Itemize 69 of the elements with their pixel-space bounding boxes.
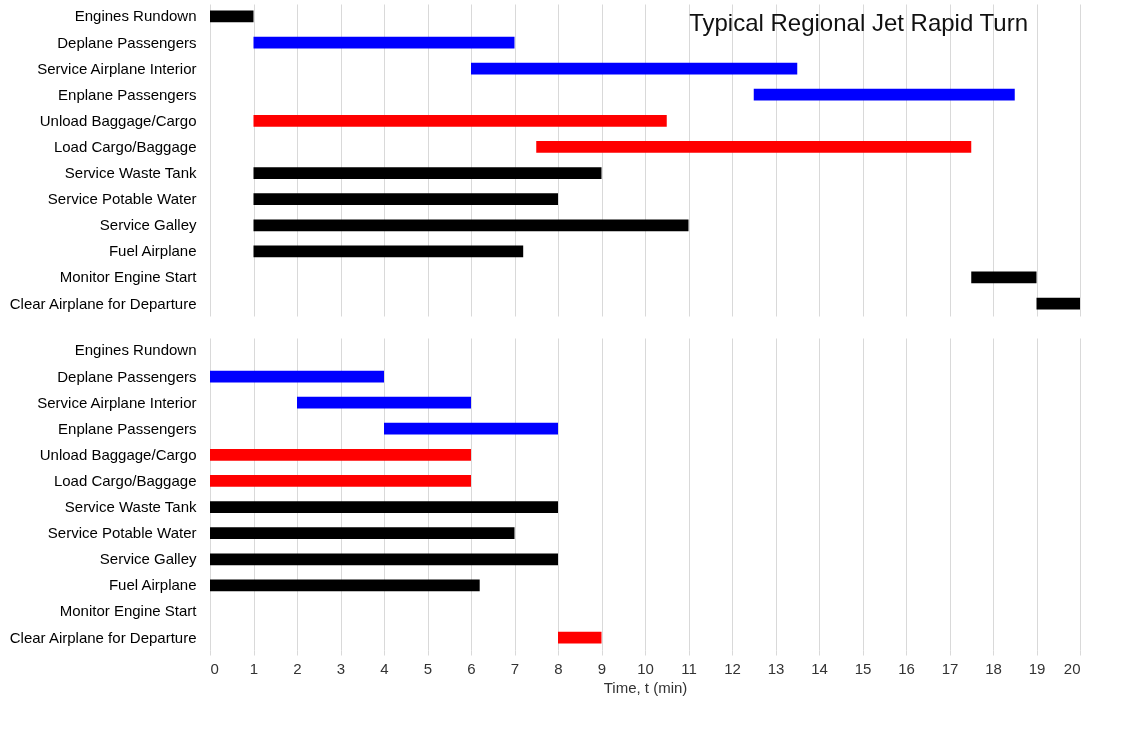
x-tick-label: 10 bbox=[637, 659, 654, 677]
x-tick-label: 5 bbox=[423, 659, 433, 677]
y-tick-label: Load Cargo/Baggage bbox=[53, 137, 197, 155]
y-tick-label: Clear Airplane for Departure bbox=[9, 294, 197, 312]
x-tick-label: 12 bbox=[724, 659, 741, 677]
x-tick-label: 8 bbox=[554, 659, 563, 677]
bar bbox=[253, 167, 602, 179]
y-tick-label: Enplane Passengers bbox=[58, 419, 197, 437]
bar bbox=[210, 370, 384, 383]
bar bbox=[210, 10, 254, 23]
x-tick-label: 3 bbox=[336, 659, 346, 677]
bar bbox=[210, 579, 480, 592]
bar bbox=[253, 36, 515, 49]
bar bbox=[1036, 297, 1080, 310]
y-tick-label: Service Galley bbox=[99, 216, 197, 234]
bar bbox=[384, 422, 558, 435]
x-tick-label: 2 bbox=[293, 659, 302, 677]
chart-title: Typical Regional Jet Rapid Turn bbox=[689, 9, 1028, 36]
y-tick-label: Deplane Passengers bbox=[57, 367, 197, 385]
bar bbox=[210, 475, 471, 487]
y-tick-label: Service Potable Water bbox=[47, 190, 197, 208]
y-tick-label: Fuel Airplane bbox=[108, 576, 197, 594]
bar bbox=[471, 62, 798, 75]
x-tick-label: 6 bbox=[467, 659, 476, 677]
y-tick-label: Service Airplane Interior bbox=[37, 393, 197, 411]
bar bbox=[210, 527, 515, 540]
bar bbox=[210, 553, 558, 566]
x-tick-label: 18 bbox=[985, 659, 1002, 677]
bar bbox=[753, 88, 1015, 101]
x-tick-label: 1 bbox=[249, 659, 259, 677]
bar bbox=[558, 631, 602, 644]
y-tick-label: Service Galley bbox=[99, 550, 197, 568]
y-tick-label: Deplane Passengers bbox=[57, 33, 197, 51]
bar bbox=[253, 114, 667, 127]
y-tick-label: Unload Baggage/Cargo bbox=[39, 111, 197, 129]
x-tick-label: 16 bbox=[898, 659, 915, 677]
x-tick-label: 17 bbox=[941, 659, 959, 677]
y-tick-label: Monitor Engine Start bbox=[59, 268, 198, 286]
x-tick-label: 4 bbox=[380, 659, 389, 677]
x-tick-label: 20 bbox=[1063, 659, 1081, 677]
x-tick-label: 14 bbox=[811, 659, 828, 677]
x-tick-label: 19 bbox=[1028, 659, 1046, 677]
bar bbox=[536, 141, 972, 153]
y-tick-label: Fuel Airplane bbox=[108, 242, 197, 260]
bar bbox=[253, 193, 558, 206]
y-tick-label: Monitor Engine Start bbox=[59, 602, 198, 620]
x-tick-label: 7 bbox=[510, 659, 520, 677]
bar bbox=[253, 219, 689, 232]
y-tick-label: Unload Baggage/Cargo bbox=[39, 445, 197, 463]
y-tick-label: Service Waste Tank bbox=[64, 498, 197, 516]
x-tick-label: 0 bbox=[210, 659, 219, 677]
x-tick-label: 15 bbox=[854, 659, 872, 677]
y-tick-label: Clear Airplane for Departure bbox=[9, 628, 197, 646]
x-tick-label: 13 bbox=[767, 659, 785, 677]
y-tick-label: Enplane Passengers bbox=[58, 85, 197, 103]
y-tick-label: Engines Rundown bbox=[74, 341, 197, 359]
y-tick-label: Service Potable Water bbox=[47, 524, 197, 542]
y-tick-label: Load Cargo/Baggage bbox=[53, 471, 197, 489]
y-tick-label: Engines Rundown bbox=[74, 7, 197, 25]
x-tick-label: 9 bbox=[597, 659, 607, 677]
x-axis-title: Time, t (min) bbox=[603, 678, 688, 696]
y-tick-label: Service Waste Tank bbox=[64, 164, 197, 182]
x-tick-label: 11 bbox=[681, 659, 697, 677]
bar bbox=[253, 245, 524, 258]
y-tick-label: Service Airplane Interior bbox=[37, 59, 197, 77]
bar bbox=[971, 271, 1037, 284]
bar bbox=[210, 501, 558, 513]
bar bbox=[297, 396, 471, 409]
bar bbox=[210, 448, 471, 461]
